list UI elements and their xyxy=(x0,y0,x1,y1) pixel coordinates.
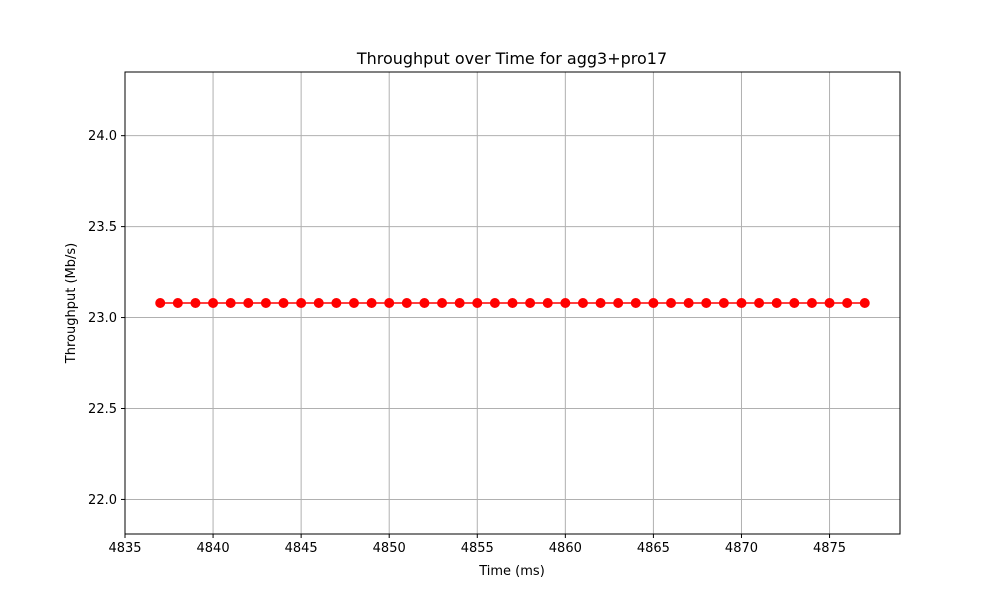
x-tick-label: 4850 xyxy=(373,541,406,556)
data-point xyxy=(454,298,465,308)
data-point xyxy=(806,298,817,308)
data-point xyxy=(437,298,448,308)
data-point xyxy=(542,298,553,308)
data-point xyxy=(331,298,342,308)
data-point xyxy=(525,298,536,308)
data-point xyxy=(507,298,518,308)
data-point xyxy=(842,298,853,308)
data-point xyxy=(296,298,307,308)
x-tick-label: 4835 xyxy=(108,541,141,556)
x-tick-label: 4840 xyxy=(197,541,230,556)
series-layer xyxy=(155,298,870,308)
data-point xyxy=(859,298,870,308)
data-point xyxy=(278,298,289,308)
data-point xyxy=(754,298,765,308)
x-axis-label: Time (ms) xyxy=(478,564,545,579)
x-tick-label: 4865 xyxy=(637,541,670,556)
x-tick-label: 4870 xyxy=(725,541,758,556)
data-point xyxy=(243,298,254,308)
data-point xyxy=(683,298,694,308)
data-point xyxy=(789,298,800,308)
data-point xyxy=(472,298,483,308)
x-tick-label: 4845 xyxy=(285,541,318,556)
data-point xyxy=(613,298,624,308)
y-tick-label: 23.0 xyxy=(88,311,117,326)
data-point xyxy=(366,298,377,308)
data-point xyxy=(401,298,412,308)
y-axis-label: Throughput (Mb/s) xyxy=(64,243,79,364)
y-tick-label: 23.5 xyxy=(88,220,117,235)
data-point xyxy=(489,298,500,308)
data-point xyxy=(666,298,677,308)
data-point xyxy=(736,298,747,308)
chart-title: Throughput over Time for agg3+pro17 xyxy=(356,49,667,68)
data-point xyxy=(595,298,606,308)
x-tick-label: 4855 xyxy=(461,541,494,556)
ticks: 4835 4840 4845 4850 4855 4860 4865 4870 4875 22.0… xyxy=(88,129,846,556)
data-point xyxy=(630,298,641,308)
data-point xyxy=(771,298,782,308)
data-point xyxy=(384,298,395,308)
data-point xyxy=(155,298,166,308)
x-tick-label: 4860 xyxy=(549,541,582,556)
data-point xyxy=(260,298,271,308)
data-point xyxy=(701,298,712,308)
data-point xyxy=(577,298,588,308)
data-point xyxy=(225,298,236,308)
data-point xyxy=(648,298,659,308)
data-point xyxy=(190,298,201,308)
plot-frame xyxy=(124,71,901,535)
data-point xyxy=(208,298,219,308)
y-tick-label: 24.0 xyxy=(88,129,117,144)
data-point xyxy=(419,298,430,308)
data-point xyxy=(824,298,835,308)
data-point xyxy=(313,298,324,308)
data-point xyxy=(718,298,729,308)
data-point xyxy=(348,298,359,308)
x-tick-label: 4875 xyxy=(813,541,846,556)
y-tick-label: 22.5 xyxy=(88,402,117,417)
y-tick-label: 22.0 xyxy=(88,493,117,508)
data-point xyxy=(172,298,183,308)
data-point xyxy=(560,298,571,308)
